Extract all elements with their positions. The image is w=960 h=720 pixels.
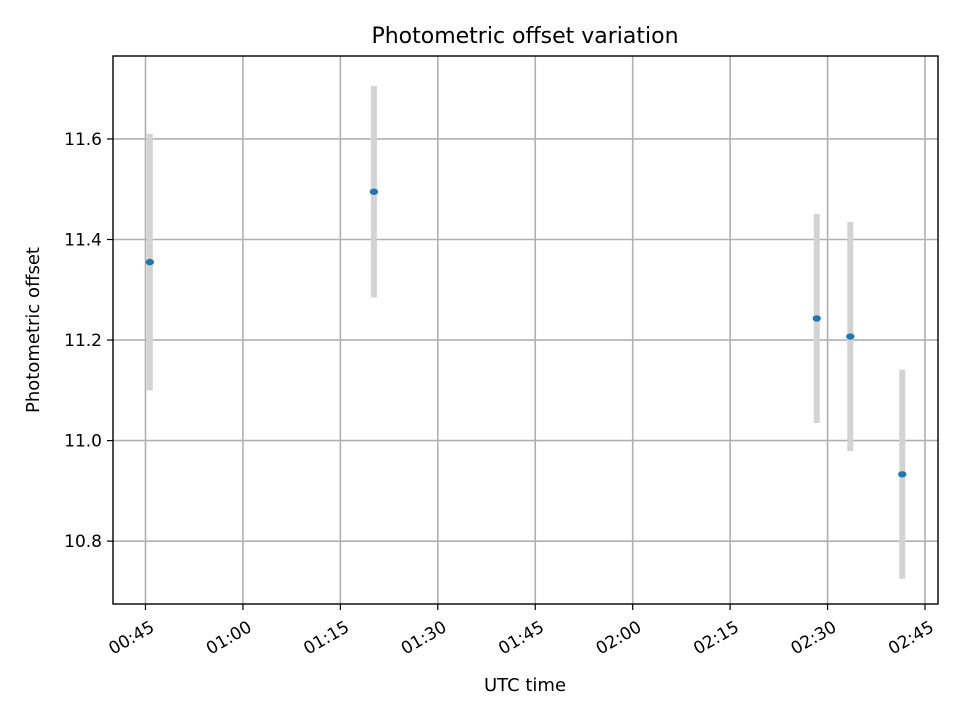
chart-title: Photometric offset variation [371,24,678,49]
y-tick-label: 11.4 [64,231,102,251]
x-axis-label: UTC time [484,675,566,696]
data-point [846,333,855,340]
y-tick-label: 11.2 [64,331,102,351]
y-tick-label: 11.0 [64,432,102,452]
data-point [369,188,379,195]
y-tick-label: 10.8 [64,532,102,552]
data-point [145,258,155,266]
plot-frame [112,55,939,605]
y-tick-label: 11.6 [64,130,102,150]
data-point [812,315,821,322]
y-axis-label: Photometric offset [23,247,44,413]
data-point [898,471,907,478]
data-points [145,188,907,478]
grid-lines [113,56,938,604]
